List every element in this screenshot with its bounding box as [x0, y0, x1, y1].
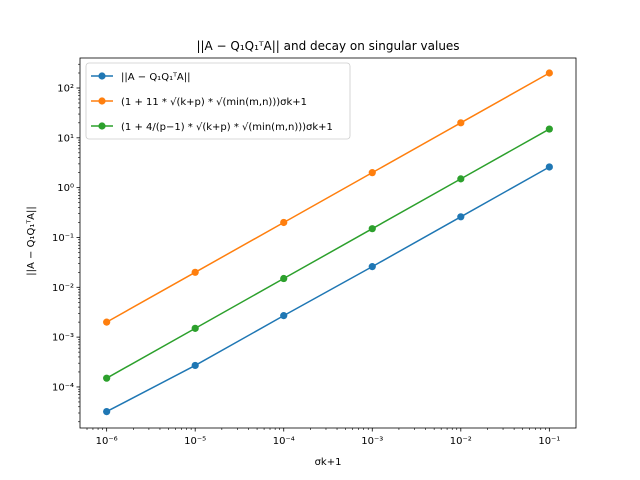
x-tick-label: 10⁻⁵ [184, 436, 206, 447]
series-1-point [457, 213, 465, 221]
series-3-point [368, 225, 376, 233]
series-line-3 [106, 128, 550, 379]
plot-area: 10⁻⁶ 10⁻⁵ 10⁻⁴ 10⁻³ 10⁻² 10⁻¹ 10⁻⁴ 10⁻³ 10⁻² 10⁻¹… [52, 57, 577, 447]
series-3-point [191, 324, 199, 332]
y-tick-label: 10⁻⁴ [52, 382, 74, 393]
series-2-point [457, 119, 465, 127]
series-3-point [457, 175, 465, 183]
y-tick-label: 10⁻² [52, 283, 74, 294]
series-1-point [191, 361, 199, 370]
series-1-point [103, 408, 111, 416]
series-3-point [103, 374, 111, 382]
x-tick-label: 10⁻³ [361, 436, 383, 447]
y-tick-label: 10² [57, 83, 74, 94]
x-axis-label: σk+1 [315, 457, 342, 468]
x-tick-label: 10⁻¹ [538, 436, 560, 447]
y-axis-label: ||A − Q₁Q₁ᵀA|| [26, 206, 37, 276]
series-2-point [368, 169, 376, 177]
series-2-point [545, 69, 553, 77]
legend-label-1: ||A − Q₁Q₁ᵀA|| [121, 72, 191, 83]
y-tick-label: 10⁰ [57, 183, 74, 194]
legend: ||A − Q₁Q₁ᵀA|| (1 + 11 * √(k+p) * √(min(m… [85, 62, 351, 140]
series-1-point [368, 263, 376, 271]
series-2-point [103, 318, 111, 326]
series-1-point [545, 163, 553, 171]
series-3-point [280, 274, 288, 283]
legend-label-2: (1 + 11 * √(k+p) * √(min(m,n)))σk+1 [121, 97, 307, 108]
legend-frame [85, 62, 351, 140]
legend-marker-2 [98, 97, 106, 105]
y-tick-label: 10⁻¹ [52, 233, 74, 244]
legend-label-3: (1 + 4/(p−1) * √(k+p) * √(min(m,n)))σk+1 [121, 122, 333, 133]
legend-marker-3 [98, 122, 106, 130]
x-tick-label: 10⁻⁴ [273, 436, 295, 447]
legend-marker-1 [98, 72, 106, 80]
y-tick-label: 10⁻³ [52, 333, 74, 344]
x-tick-label: 10⁻⁶ [96, 436, 118, 447]
chart-title: ||A − Q₁Q₁ᵀA|| and decay on singular val… [196, 39, 459, 53]
series-1-point [280, 312, 288, 320]
x-tick-label: 10⁻² [450, 436, 472, 447]
series-line-2 [106, 72, 550, 323]
series-3-point [545, 125, 553, 133]
series-line-1 [106, 166, 550, 413]
series-2-point [191, 268, 199, 276]
y-tick-label: 10¹ [57, 133, 74, 144]
series-2-point [280, 218, 288, 227]
plot-frame [79, 57, 577, 429]
